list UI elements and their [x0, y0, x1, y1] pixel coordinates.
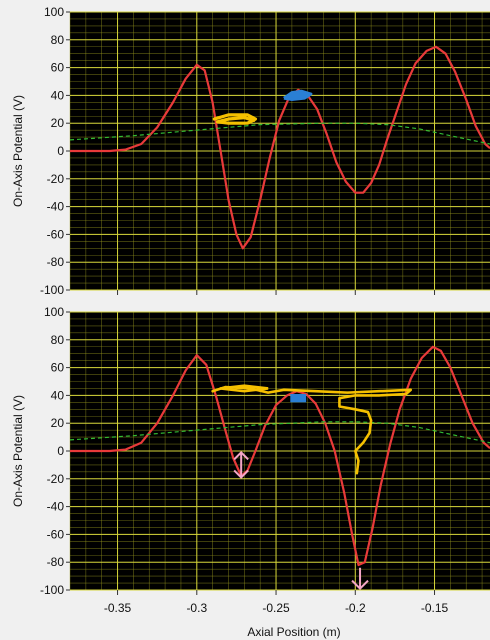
y-tick-label: 0	[57, 144, 64, 158]
y-tick-label: -100	[40, 283, 64, 297]
envelope-line	[69, 421, 490, 444]
y-tick-label: -100	[40, 583, 64, 597]
y-tick-label: 100	[44, 5, 64, 19]
top-chart: 100 80 60 40 20 0 -20 -40 -60 -80 -100 On-Axis Pote…	[11, 5, 490, 297]
y-tick-label: -60	[47, 527, 65, 541]
y-tick-label: 20	[51, 416, 65, 430]
blue-marker	[290, 394, 307, 403]
y-tick-label: 20	[51, 116, 65, 130]
y-axis-label: On-Axis Potential (V)	[11, 395, 25, 507]
y-tick-label: 60	[51, 361, 65, 375]
yellow-highlight-loop	[219, 384, 269, 393]
y-tick-label: 80	[51, 333, 65, 347]
yellow-highlight-scribble	[211, 385, 413, 475]
y-tick-label: 40	[51, 388, 65, 402]
y-tick-label: 40	[51, 88, 65, 102]
x-tick-label: -0.25	[262, 601, 290, 615]
potential-line	[70, 345, 490, 567]
yellow-highlight-scribble	[212, 113, 258, 125]
x-axis-label: Axial Position (m)	[247, 625, 340, 639]
bottom-chart: 100 80 60 40 20 0 -20 -40 -60 -80 -100 -0.35 -0.3 -0.…	[11, 305, 490, 615]
y-tick-label: -40	[47, 200, 65, 214]
y-tick-label: 60	[51, 61, 65, 75]
y-tick-label: -80	[47, 555, 65, 569]
blue-marker	[283, 89, 313, 102]
y-tick-label: -20	[47, 172, 65, 186]
x-tick-label: -0.2	[345, 601, 366, 615]
x-tick-label: -0.35	[104, 601, 132, 615]
y-tick-label: 100	[44, 305, 64, 319]
y-tick-label: 0	[57, 444, 64, 458]
y-tick-label: 80	[51, 33, 65, 47]
envelope-line	[69, 122, 490, 145]
arrow-head-down-icon	[233, 469, 249, 479]
y-tick-label: -40	[47, 500, 65, 514]
y-tick-label: -80	[47, 255, 65, 269]
y-tick-label: -60	[47, 227, 65, 241]
x-tick-label: -0.15	[421, 601, 449, 615]
x-tick-label: -0.3	[186, 601, 207, 615]
arrow-head-up-icon	[233, 450, 249, 461]
y-axis-label: On-Axis Potential (V)	[11, 95, 25, 207]
y-tick-label: -20	[47, 472, 65, 486]
arrow-head-down-icon	[351, 579, 369, 591]
